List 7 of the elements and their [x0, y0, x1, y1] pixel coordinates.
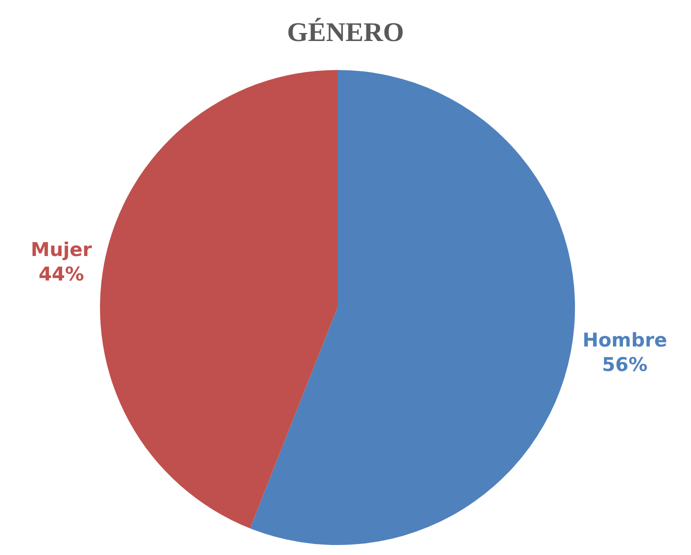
data-label: 44% [38, 264, 84, 286]
data-label: 56% [602, 354, 648, 376]
slice-label: Mujer [30, 238, 93, 261]
chart-title: GÉNERO [286, 17, 404, 48]
pie-slice [100, 70, 338, 528]
pie-slice [250, 70, 575, 545]
slice-label: Hombre [582, 329, 668, 352]
